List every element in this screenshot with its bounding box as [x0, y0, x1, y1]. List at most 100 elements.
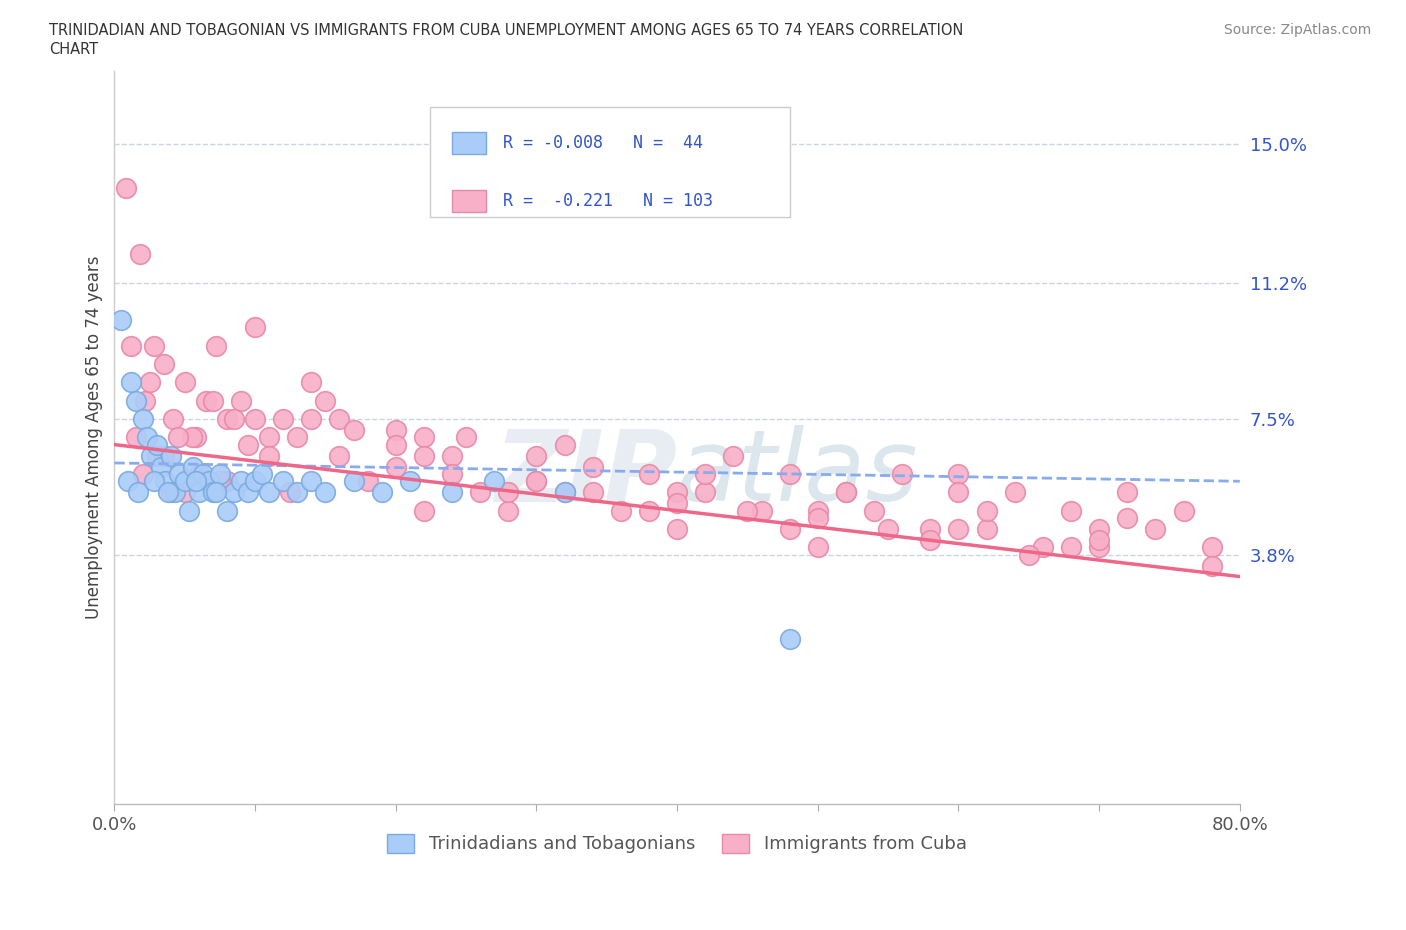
Point — [779, 522, 801, 537]
Point — [498, 503, 520, 518]
Point — [384, 422, 406, 437]
Point — [1201, 558, 1223, 573]
Point — [920, 533, 942, 548]
Point — [173, 375, 195, 390]
Point — [145, 448, 167, 463]
Point — [370, 485, 392, 499]
Point — [177, 503, 200, 518]
Bar — [429, 108, 790, 218]
Point — [299, 375, 322, 390]
Point — [440, 448, 463, 463]
Point — [1088, 522, 1111, 537]
Point — [582, 485, 605, 499]
Point — [384, 459, 406, 474]
Point — [142, 473, 165, 488]
Point — [610, 503, 633, 518]
Point — [526, 473, 548, 488]
Point — [181, 459, 204, 474]
Point — [201, 393, 224, 408]
Point — [184, 430, 207, 445]
Point — [723, 448, 745, 463]
Point — [153, 473, 176, 488]
Point — [412, 503, 434, 518]
Point — [1004, 485, 1026, 499]
Point — [638, 503, 661, 518]
Point — [695, 467, 717, 482]
Text: ZIP: ZIP — [494, 425, 678, 523]
Text: Source: ZipAtlas.com: Source: ZipAtlas.com — [1223, 23, 1371, 37]
Point — [412, 448, 434, 463]
Bar — [451, 191, 486, 212]
Point — [666, 485, 689, 499]
Point — [197, 473, 219, 488]
Point — [470, 485, 492, 499]
Point — [138, 375, 160, 390]
Point — [1032, 539, 1054, 554]
Point — [863, 503, 886, 518]
Point — [191, 467, 214, 482]
Point — [948, 522, 970, 537]
Point — [638, 467, 661, 482]
Point — [162, 411, 184, 426]
Point — [229, 473, 252, 488]
Point — [135, 430, 157, 445]
Point — [412, 430, 434, 445]
Point — [131, 467, 153, 482]
Point — [243, 320, 266, 335]
Point — [498, 485, 520, 499]
Point — [440, 485, 463, 499]
Point — [120, 339, 142, 353]
Point — [807, 539, 830, 554]
Point — [920, 522, 942, 537]
Point — [1173, 503, 1195, 518]
Point — [229, 393, 252, 408]
Point — [328, 411, 350, 426]
Point — [257, 448, 280, 463]
Point — [1088, 533, 1111, 548]
Point — [187, 485, 209, 499]
Point — [807, 511, 830, 525]
Point — [1018, 547, 1040, 562]
Point — [173, 473, 195, 488]
Point — [835, 485, 858, 499]
Point — [1088, 539, 1111, 554]
Point — [166, 430, 188, 445]
Point — [124, 393, 146, 408]
Point — [554, 437, 576, 452]
Point — [184, 473, 207, 488]
Point — [167, 467, 190, 482]
Point — [891, 467, 914, 482]
Point — [128, 246, 150, 261]
Point — [751, 503, 773, 518]
Point — [215, 503, 238, 518]
Legend: Trinidadians and Tobagonians, Immigrants from Cuba: Trinidadians and Tobagonians, Immigrants… — [380, 827, 974, 861]
Point — [134, 393, 156, 408]
Y-axis label: Unemployment Among Ages 65 to 74 years: Unemployment Among Ages 65 to 74 years — [86, 256, 103, 619]
Point — [976, 503, 998, 518]
Point — [236, 437, 259, 452]
Point — [159, 448, 181, 463]
Point — [204, 485, 226, 499]
Point — [194, 393, 217, 408]
Point — [127, 485, 149, 499]
Point — [582, 459, 605, 474]
Point — [271, 473, 294, 488]
Point — [222, 485, 245, 499]
Point — [110, 312, 132, 327]
Point — [554, 485, 576, 499]
Point — [314, 485, 336, 499]
Point — [215, 473, 238, 488]
Point — [285, 485, 308, 499]
Point — [156, 485, 179, 499]
Point — [356, 473, 378, 488]
Point — [114, 180, 136, 195]
Point — [877, 522, 900, 537]
Point — [1060, 539, 1083, 554]
Point — [948, 467, 970, 482]
Point — [271, 411, 294, 426]
Text: R = -0.008   N =  44: R = -0.008 N = 44 — [503, 134, 703, 152]
Point — [131, 411, 153, 426]
Point — [285, 430, 308, 445]
Point — [1116, 485, 1139, 499]
Point — [948, 485, 970, 499]
